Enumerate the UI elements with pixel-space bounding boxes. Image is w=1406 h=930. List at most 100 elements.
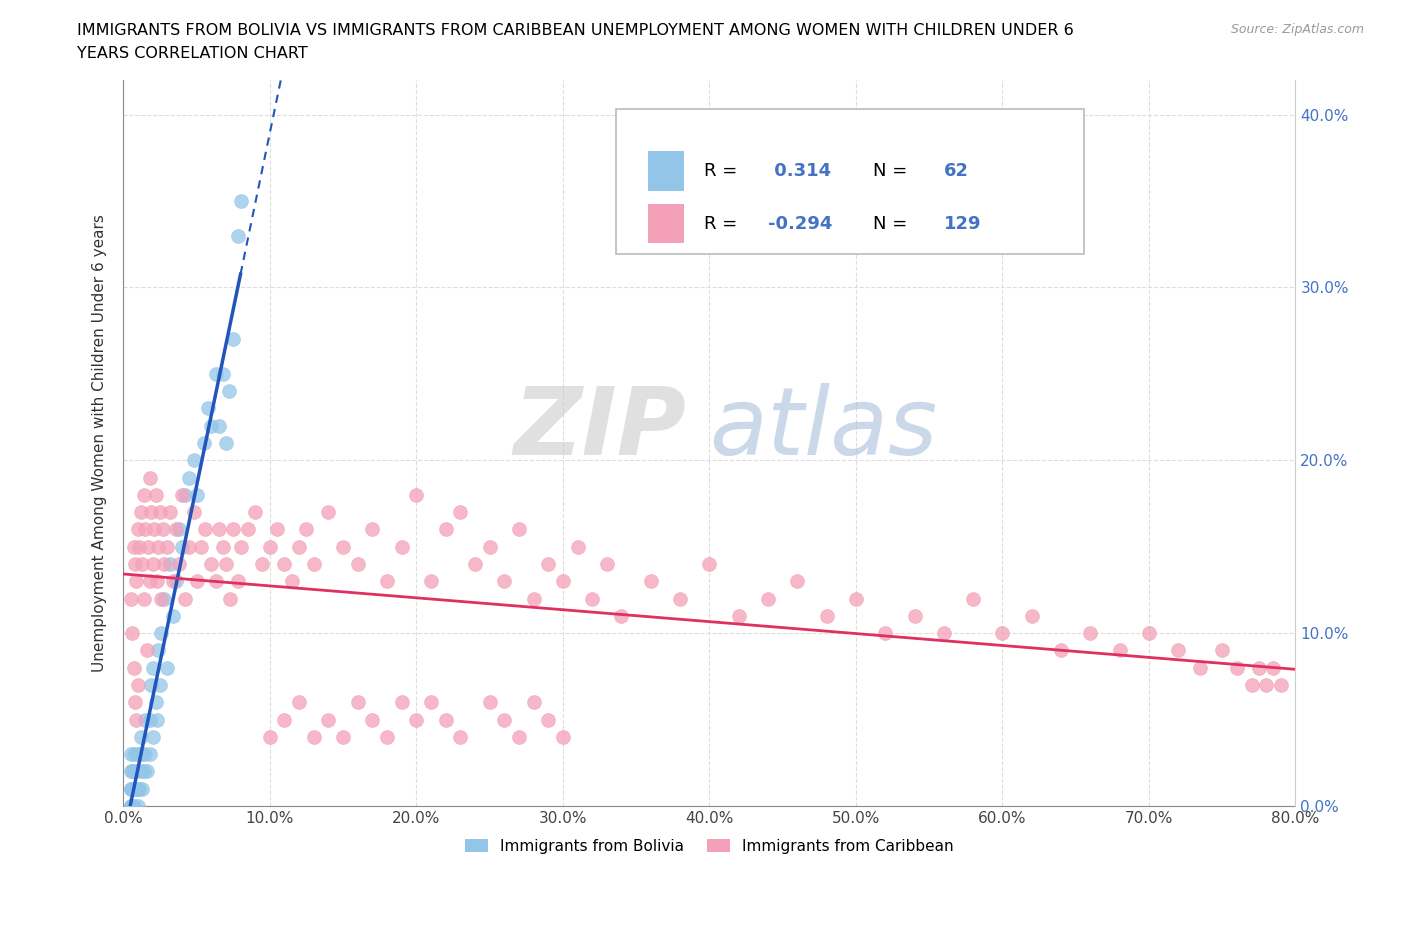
Point [179,539,201,554]
Point [159,505,181,520]
Point [159,556,181,571]
Point [226,228,249,243]
Point [125,712,148,727]
Point [127,799,149,814]
Bar [648,152,683,192]
Point [361,712,384,727]
Point [153,556,176,571]
Point [131,747,153,762]
Point [129,764,152,778]
Point [449,505,471,520]
Point [165,522,187,537]
Point [815,608,838,623]
Point [207,522,229,537]
Point [1078,626,1101,641]
Point [149,505,172,520]
Point [420,574,443,589]
Point [179,471,201,485]
Text: R =: R = [703,215,742,232]
Point [551,574,574,589]
Point [124,695,146,710]
Point [122,660,145,675]
Point [332,729,354,744]
Point [150,591,173,606]
Point [1050,643,1073,658]
Point [259,539,281,554]
Point [434,522,457,537]
Point [167,522,190,537]
Point [405,712,427,727]
Point [962,591,984,606]
Text: -0.294: -0.294 [768,215,832,232]
Point [259,729,281,744]
Point [288,539,311,554]
Point [727,608,749,623]
Point [121,626,143,641]
Text: Source: ZipAtlas.com: Source: ZipAtlas.com [1230,23,1364,36]
Point [420,695,443,710]
Point [170,487,193,502]
Point [295,522,318,537]
Point [146,574,169,589]
Point [375,729,398,744]
Point [135,643,157,658]
Point [128,539,150,554]
Point [190,539,212,554]
Point [215,435,238,450]
Point [124,556,146,571]
Point [229,539,252,554]
Point [135,764,157,778]
Point [170,539,193,554]
Point [125,781,148,796]
Point [508,522,530,537]
Point [551,729,574,744]
Text: atlas: atlas [710,383,938,474]
Point [145,695,167,710]
Point [281,574,304,589]
Point [138,574,160,589]
Point [391,695,413,710]
Point [581,591,603,606]
Point [361,522,384,537]
Point [903,608,925,623]
Point [273,712,295,727]
Point [132,487,155,502]
Point [1189,660,1212,675]
Point [273,556,295,571]
Point [183,505,205,520]
Point [173,487,195,502]
Point [391,539,413,554]
Point [222,332,245,347]
Point [127,747,149,762]
Point [464,556,486,571]
Point [138,471,160,485]
Text: N =: N = [873,162,914,180]
Point [128,781,150,796]
Point [145,487,167,502]
Point [1021,608,1043,623]
Point [318,712,340,727]
Point [138,747,160,762]
Point [1137,626,1160,641]
Point [212,366,235,381]
Point [302,729,325,744]
Point [127,781,149,796]
Point [494,574,516,589]
Point [186,487,208,502]
Point [129,729,152,744]
Point [121,764,143,778]
Point [522,695,544,710]
Point [1247,660,1270,675]
Point [121,799,143,814]
Point [219,591,242,606]
Point [226,574,249,589]
Point [125,574,148,589]
Point [567,539,589,554]
Point [120,799,142,814]
Point [212,539,235,554]
Point [156,660,179,675]
Point [146,712,169,727]
Point [136,539,159,554]
Point [1108,643,1130,658]
Point [1240,678,1263,693]
